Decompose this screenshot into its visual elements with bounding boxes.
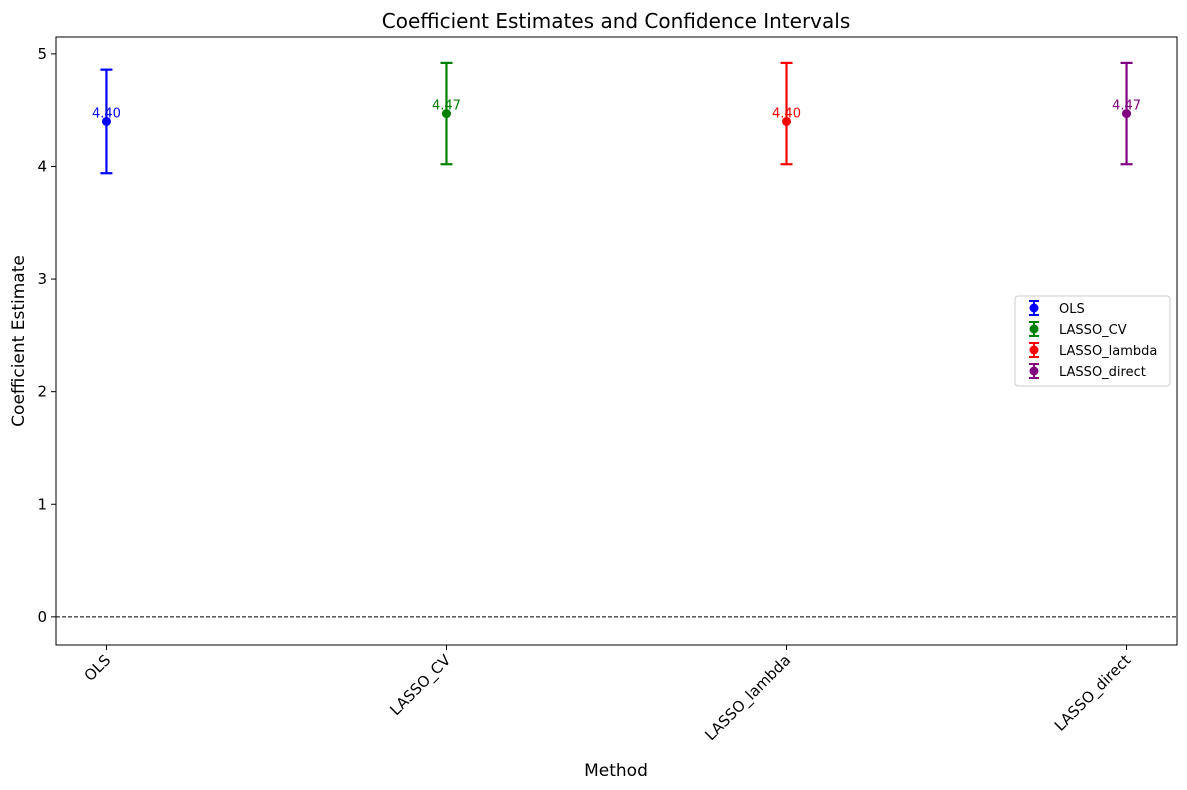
errorbar-LASSO_lambda: 4.40 xyxy=(772,61,801,166)
x-axis-label: Method xyxy=(584,761,648,781)
legend-marker xyxy=(1029,345,1039,355)
plot-frame xyxy=(55,36,1178,646)
legend-label: LASSO_direct xyxy=(1059,365,1146,380)
y-axis-label: Coefficient Estimate xyxy=(9,255,29,427)
y-tick-label: 0 xyxy=(37,608,47,626)
estimate-point xyxy=(441,109,451,119)
estimate-point xyxy=(782,116,792,126)
legend-item-LASSO_lambda: LASSO_lambda xyxy=(1029,342,1157,359)
errorbar-LASSO_CV: 4.47 xyxy=(432,61,461,166)
legend-item-LASSO_CV: LASSO_CV xyxy=(1029,321,1127,338)
errorbar-OLS: 4.40 xyxy=(92,68,121,175)
y-tick-label: 4 xyxy=(37,157,47,175)
legend-label: LASSO_lambda xyxy=(1059,344,1157,359)
estimate-point xyxy=(1122,109,1132,119)
legend-label: OLS xyxy=(1059,302,1085,317)
legend-marker xyxy=(1029,303,1039,313)
legend-box xyxy=(1014,295,1171,387)
y-tick-label: 3 xyxy=(37,270,47,288)
chart-title: Coefficient Estimates and Confidence Int… xyxy=(382,9,851,33)
y-tick-label: 5 xyxy=(37,45,47,63)
legend-label: LASSO_CV xyxy=(1059,323,1127,338)
legend-item-OLS: OLS xyxy=(1029,300,1085,317)
y-tick-label: 2 xyxy=(37,383,47,401)
legend-item-LASSO_direct: LASSO_direct xyxy=(1029,363,1146,380)
legend-marker xyxy=(1029,324,1039,334)
legend-marker xyxy=(1029,366,1039,376)
data-label: 4.47 xyxy=(432,99,461,114)
y-tick-label: 1 xyxy=(37,495,47,513)
legend: OLS LASSO_CV LASSO_lambda LASSO_direct xyxy=(1014,295,1171,387)
estimate-point xyxy=(101,116,111,126)
data-label: 4.40 xyxy=(92,106,121,121)
data-label: 4.47 xyxy=(1112,99,1141,114)
data-label: 4.40 xyxy=(772,106,801,121)
errorbar-LASSO_direct: 4.47 xyxy=(1112,61,1141,166)
